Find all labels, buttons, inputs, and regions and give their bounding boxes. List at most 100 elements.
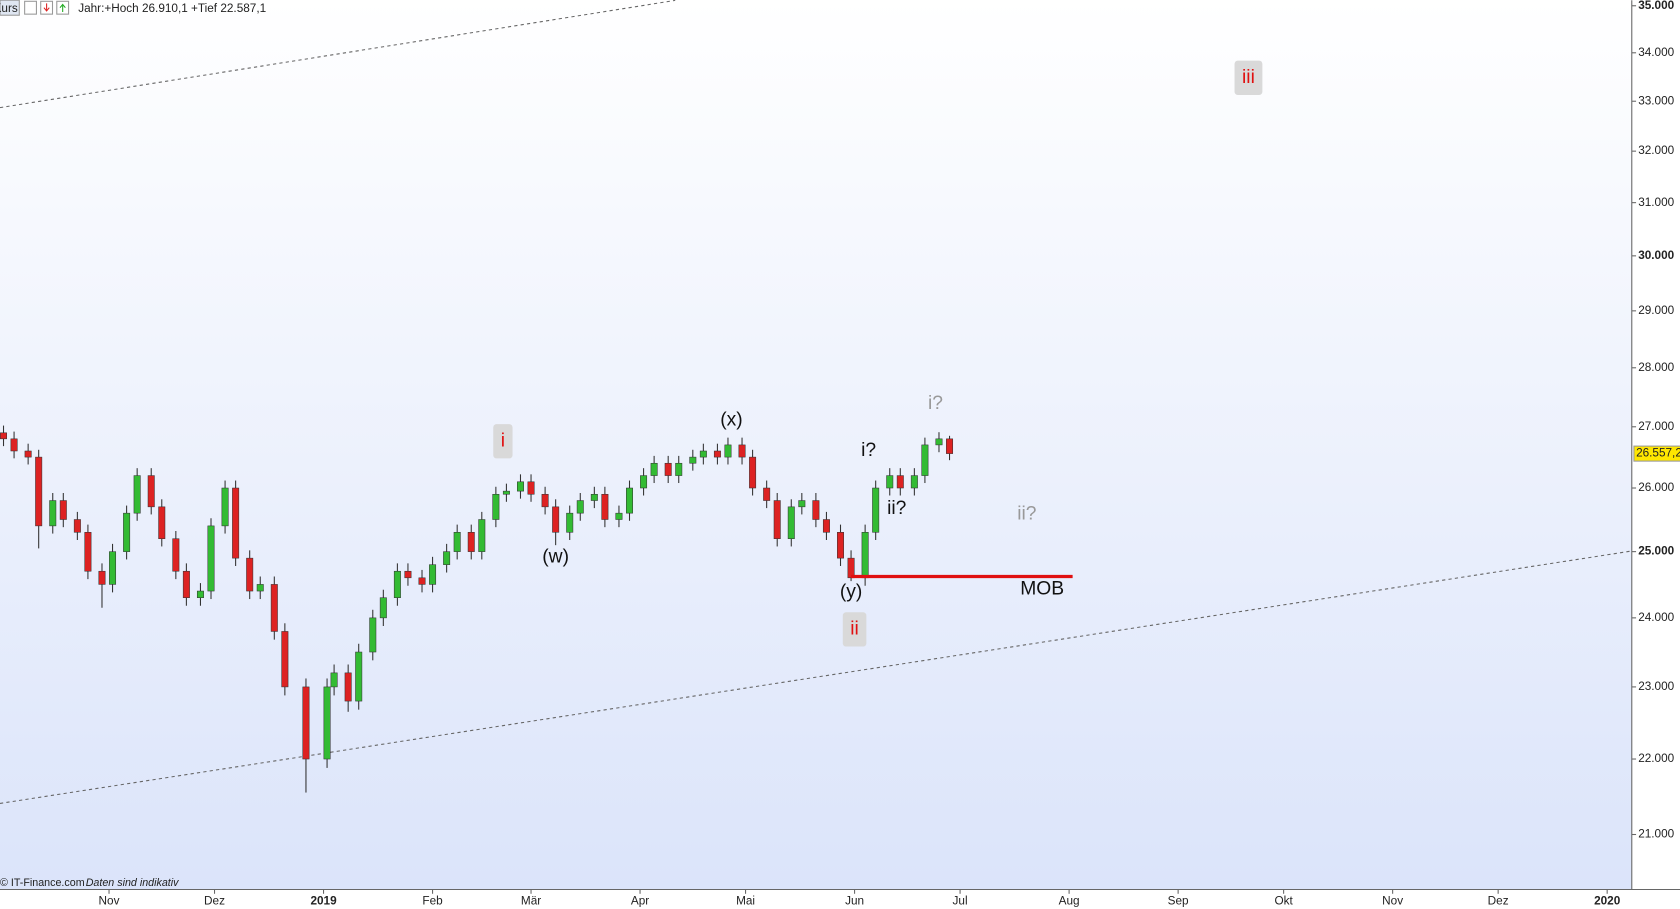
candle-body xyxy=(330,672,338,688)
candle-body xyxy=(541,493,549,508)
annotation: ii xyxy=(850,618,859,639)
candle-body xyxy=(675,462,683,476)
x-tick-label: Jun xyxy=(845,894,864,907)
candle-body xyxy=(73,519,81,533)
candle-body xyxy=(0,432,7,440)
candle-body xyxy=(664,462,672,476)
y-tick-label: 30.000 xyxy=(1638,249,1674,262)
x-tick-label: Mär xyxy=(521,894,541,907)
candle-body xyxy=(196,590,204,598)
annotation: (x) xyxy=(720,409,742,430)
candle-body xyxy=(601,493,609,520)
footer-note: Daten sind indikativ xyxy=(86,877,179,889)
candle-body xyxy=(123,512,131,552)
candle-body xyxy=(418,577,426,585)
y-tick-label: 34.000 xyxy=(1638,46,1674,59)
candle-body xyxy=(590,493,598,501)
annotation: (y) xyxy=(840,581,862,602)
candle-body xyxy=(822,519,830,533)
candle-body xyxy=(946,438,954,454)
plot-area xyxy=(0,0,1632,890)
candle-body xyxy=(713,450,721,458)
candle-body xyxy=(98,570,106,585)
y-tick-label: 23.000 xyxy=(1638,680,1674,693)
x-tick-label: Nov xyxy=(1382,894,1403,907)
series-label: Kurs xyxy=(0,2,18,15)
y-tick-label: 22.000 xyxy=(1638,752,1674,765)
y-tick-label: 28.000 xyxy=(1638,361,1674,374)
candle-body xyxy=(798,500,806,508)
annotation: ii? xyxy=(887,498,906,519)
y-tick-label: 33.000 xyxy=(1638,94,1674,107)
candle-body xyxy=(763,487,771,501)
candle-body xyxy=(738,444,746,458)
candle-body xyxy=(404,570,412,579)
y-tick-label: 21.000 xyxy=(1638,828,1674,841)
annotation: (w) xyxy=(542,547,569,568)
candle-body xyxy=(84,532,92,572)
annotation: i? xyxy=(861,440,876,461)
last-price-label: 26.557,2 xyxy=(1636,447,1680,460)
candle-body xyxy=(872,487,880,533)
candle-body xyxy=(886,475,894,489)
down-arrow xyxy=(43,3,50,12)
candle-body xyxy=(379,597,387,619)
candle-body xyxy=(640,475,648,489)
candle-body xyxy=(699,450,707,458)
series-tab[interactable] xyxy=(0,0,20,16)
candle-body xyxy=(429,564,437,585)
candle-body xyxy=(615,512,623,520)
candle-body xyxy=(182,570,190,598)
x-tick-label: Aug xyxy=(1059,894,1080,907)
x-tick-label: 2019 xyxy=(310,894,337,907)
candle-body xyxy=(453,532,461,552)
up-arrow xyxy=(59,3,66,12)
candle-body xyxy=(552,506,560,533)
candle-body xyxy=(566,512,574,533)
y-tick-label: 25.000 xyxy=(1638,545,1674,558)
trend-line xyxy=(0,0,676,109)
x-tick-label: Sep xyxy=(1168,894,1189,907)
candle-body xyxy=(207,525,215,592)
y-tick-label: 31.000 xyxy=(1638,196,1674,209)
x-tick-label: Okt xyxy=(1274,894,1293,907)
x-tick-label: Nov xyxy=(99,894,120,907)
x-tick-label: Dez xyxy=(204,894,225,907)
candle-body xyxy=(861,532,869,579)
candle-body xyxy=(650,462,658,476)
candle-body xyxy=(256,584,264,592)
y-tick-label: 29.000 xyxy=(1638,304,1674,317)
candle-body xyxy=(689,456,697,464)
candle-body xyxy=(221,487,229,527)
level-label: MOB xyxy=(1020,578,1064,599)
annotation-box xyxy=(842,612,867,647)
candle-body xyxy=(232,487,240,559)
candle-body xyxy=(773,500,781,539)
candle-body xyxy=(517,481,524,492)
x-tick-label: Feb xyxy=(422,894,443,907)
candle-body xyxy=(749,456,757,489)
candle-body xyxy=(133,475,141,514)
candle-body xyxy=(527,481,535,495)
candle-body xyxy=(302,686,310,760)
candle-body xyxy=(10,438,18,452)
candle-body xyxy=(323,686,331,760)
candle-body xyxy=(467,532,475,552)
copyright: © IT-Finance.com xyxy=(0,877,85,889)
candle-body xyxy=(935,438,943,446)
candle-body xyxy=(49,500,57,527)
annotation: iii xyxy=(1242,67,1255,88)
header-info: Jahr:+Hoch 26.910,1 +Tief 22.587,1 xyxy=(78,2,266,15)
y-tick-label: 32.000 xyxy=(1638,144,1674,157)
y-tick-label: 27.000 xyxy=(1638,420,1674,433)
candle-body xyxy=(369,617,377,653)
annotation: ii? xyxy=(1017,504,1036,525)
y-tick-label: 35.000 xyxy=(1638,0,1674,12)
tool-icon[interactable] xyxy=(24,0,37,15)
x-tick-label: Mai xyxy=(736,894,755,907)
candle-body xyxy=(344,672,352,702)
x-tick-label: 2020 xyxy=(1594,894,1621,907)
candle-body xyxy=(787,506,795,539)
candle-body xyxy=(896,475,904,489)
x-tick-label: Dez xyxy=(1488,894,1509,907)
